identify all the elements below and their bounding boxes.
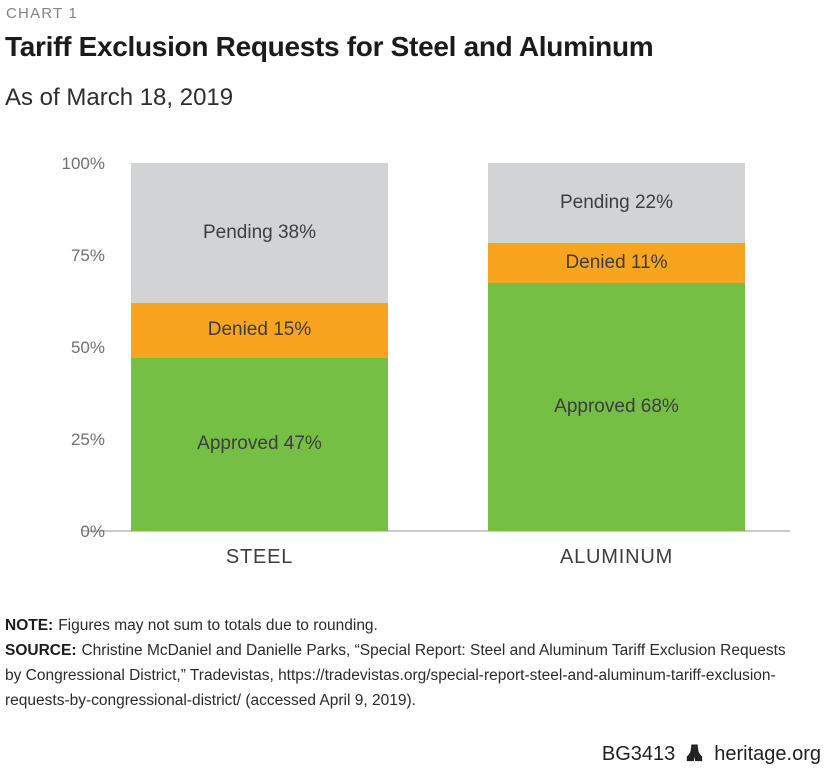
y-axis-tick: 75% <box>70 246 105 265</box>
chart-number-label: CHART 1 <box>6 5 79 22</box>
bar-segment-label: Denied 11% <box>565 252 668 274</box>
bar-segment-label: Pending 38% <box>202 221 317 243</box>
note-line: NOTE: Figures may not sum to totals due t… <box>5 613 802 638</box>
site-link[interactable]: heritage.org <box>714 743 821 765</box>
page-title: Tariff Exclusion Requests for Steel and … <box>5 31 654 62</box>
bar-segment-approved: Approved 68% <box>488 283 745 531</box>
bar-segment-label: Approved 68% <box>554 396 679 418</box>
y-axis-tick: 50% <box>70 338 105 357</box>
y-axis-tick: 0% <box>80 522 105 541</box>
note-label: NOTE: <box>5 617 54 634</box>
footnotes-block: NOTE: Figures may not sum to totals due t… <box>5 613 802 713</box>
source-label: SOURCE: <box>5 642 77 659</box>
footer: BG3413 heritage.org <box>602 743 821 766</box>
bar-aluminum: Pending 22% Denied 11% Approved 68% <box>488 163 745 531</box>
report-id: BG3413 <box>601 743 676 765</box>
category-label-steel: STEEL <box>225 546 294 568</box>
y-axis-tick: 100% <box>61 154 105 173</box>
heritage-bell-icon <box>687 743 703 761</box>
chart-subtitle: As of March 18, 2019 <box>5 84 234 111</box>
bar-segment-pending: Pending 22% <box>488 163 745 244</box>
bar-steel: Pending 38% Denied 15% Approved 47% <box>131 163 388 531</box>
bar-segment-approved: Approved 47% <box>131 358 388 531</box>
stacked-bar-chart: Pending 38% Denied 15% Approved 47% STEEL Pe… <box>61 154 790 568</box>
bar-segment-pending: Pending 38% <box>131 163 388 303</box>
source-line: SOURCE: Christine McDaniel and Danielle P… <box>5 638 802 713</box>
source-text: Christine McDaniel and Danielle Parks, “… <box>5 642 786 709</box>
x-axis-line <box>82 530 790 532</box>
y-axis-tick: 25% <box>70 430 105 449</box>
bar-segment-label: Pending 22% <box>559 192 674 214</box>
note-text: Figures may not sum to totals due to rou… <box>58 617 378 634</box>
bar-segment-denied: Denied 11% <box>488 243 745 284</box>
bar-segment-denied: Denied 15% <box>131 302 388 359</box>
bar-segment-label: Denied 15% <box>207 319 312 341</box>
bar-segment-label: Approved 47% <box>197 433 322 455</box>
category-label-aluminum: ALUMINUM <box>559 546 674 568</box>
